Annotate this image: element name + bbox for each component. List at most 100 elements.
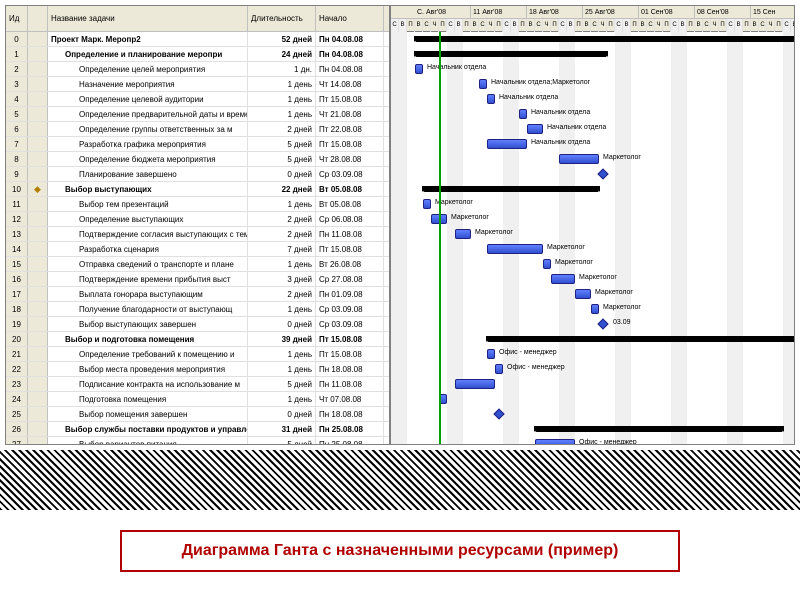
cell-start[interactable]: Пт 15.08.08 [316,137,384,151]
table-row[interactable]: 3Назначение мероприятия1 деньЧт 14.08.08 [6,77,389,92]
task-bar[interactable] [455,379,495,389]
cell-name[interactable]: Отправка сведений о транспорте и плане [48,257,248,271]
cell-name[interactable]: Определение целей мероприятия [48,62,248,76]
cell-start[interactable]: Пн 04.08.08 [316,62,384,76]
cell-dur[interactable]: 1 день [248,392,316,406]
cell-dur[interactable]: 5 дней [248,152,316,166]
cell-dur[interactable]: 5 дней [248,137,316,151]
table-row[interactable]: 22Выбор места проведения мероприятия1 де… [6,362,389,377]
task-bar[interactable] [559,154,599,164]
task-bar[interactable] [535,439,575,444]
cell-dur[interactable]: 1 день [248,257,316,271]
cell-start[interactable]: Чт 14.08.08 [316,77,384,91]
cell-info[interactable] [28,377,48,391]
cell-info[interactable] [28,392,48,406]
cell-id[interactable]: 5 [6,107,28,121]
cell-id[interactable]: 4 [6,92,28,106]
cell-name[interactable]: Определение бюджета мероприятия [48,152,248,166]
task-bar[interactable] [487,139,527,149]
cell-id[interactable]: 13 [6,227,28,241]
cell-id[interactable]: 9 [6,167,28,181]
cell-start[interactable]: Ср 27.08.08 [316,272,384,286]
cell-start[interactable]: Пн 04.08.08 [316,47,384,61]
cell-name[interactable]: Определение целевой аудитории [48,92,248,106]
cell-dur[interactable]: 1 день [248,77,316,91]
table-row[interactable]: 6Определение группы ответственных за м2 … [6,122,389,137]
cell-id[interactable]: 7 [6,137,28,151]
cell-start[interactable]: Ср 03.09.08 [316,317,384,331]
task-bar[interactable] [551,274,575,284]
table-row[interactable]: 15Отправка сведений о транспорте и плане… [6,257,389,272]
cell-start[interactable]: Вт 26.08.08 [316,257,384,271]
cell-start[interactable]: Пт 15.08.08 [316,332,384,346]
table-row[interactable]: 25Выбор помещения завершен0 днейПн 18.08… [6,407,389,422]
cell-start[interactable]: Ср 06.08.08 [316,212,384,226]
table-row[interactable]: 2Определение целей мероприятия1 дн.Пн 04… [6,62,389,77]
task-bar[interactable] [487,94,495,104]
table-row[interactable]: 9Планирование завершено0 днейСр 03.09.08 [6,167,389,182]
cell-dur[interactable]: 1 день [248,197,316,211]
cell-dur[interactable]: 52 дней [248,32,316,46]
cell-info[interactable] [28,137,48,151]
cell-name[interactable]: Подготовка помещения [48,392,248,406]
cell-start[interactable]: Ср 03.09.08 [316,302,384,316]
cell-info[interactable] [28,47,48,61]
cell-dur[interactable]: 0 дней [248,317,316,331]
cell-start[interactable]: Пн 18.08.08 [316,407,384,421]
cell-info[interactable] [28,302,48,316]
cell-info[interactable] [28,347,48,361]
task-bar[interactable] [479,79,487,89]
cell-start[interactable]: Пт 15.08.08 [316,347,384,361]
table-row[interactable]: 12Определение выступающих2 днейСр 06.08.… [6,212,389,227]
cell-id[interactable]: 26 [6,422,28,436]
cell-info[interactable] [28,422,48,436]
cell-id[interactable]: 2 [6,62,28,76]
cell-info[interactable] [28,77,48,91]
col-id[interactable]: Ид [6,6,28,31]
cell-info[interactable] [28,272,48,286]
gantt-chart[interactable]: С. Авг'0811 Авг'0818 Авг'0825 Авг'0801 С… [391,6,794,444]
cell-start[interactable]: Пт 15.08.08 [316,242,384,256]
table-row[interactable]: 20Выбор и подготовка помещения39 днейПт … [6,332,389,347]
table-row[interactable]: 16Подтверждение времени прибытия выст3 д… [6,272,389,287]
cell-id[interactable]: 19 [6,317,28,331]
table-row[interactable]: 21Определение требований к помещению и1 … [6,347,389,362]
table-row[interactable]: 18Получение благодарности от выступающ1 … [6,302,389,317]
cell-name[interactable]: Выплата гонорара выступающим [48,287,248,301]
cell-id[interactable]: 21 [6,347,28,361]
cell-info[interactable] [28,257,48,271]
task-bar[interactable] [415,64,423,74]
cell-dur[interactable]: 5 дней [248,437,316,444]
cell-dur[interactable]: 1 день [248,92,316,106]
cell-dur[interactable]: 2 дней [248,287,316,301]
cell-name[interactable]: Определение предварительной даты и време… [48,107,248,121]
cell-start[interactable]: Чт 28.08.08 [316,152,384,166]
table-row[interactable]: 17Выплата гонорара выступающим2 днейПн 0… [6,287,389,302]
cell-start[interactable]: Вт 05.08.08 [316,197,384,211]
cell-id[interactable]: 23 [6,377,28,391]
table-row[interactable]: 23 Подписание контракта на использование … [6,377,389,392]
col-info[interactable] [28,6,48,31]
cell-info[interactable] [28,332,48,346]
summary-bar[interactable] [415,36,794,42]
cell-name[interactable]: Подписание контракта на использование м [48,377,248,391]
cell-name[interactable]: Планирование завершено [48,167,248,181]
cell-start[interactable]: Пт 22.08.08 [316,122,384,136]
cell-name[interactable]: Разработка графика мероприятия [48,137,248,151]
milestone-icon[interactable] [493,408,504,419]
cell-name[interactable]: Разработка сценария [48,242,248,256]
cell-id[interactable]: 3 [6,77,28,91]
table-row[interactable]: 14Разработка сценария7 днейПт 15.08.08 [6,242,389,257]
table-row[interactable]: 11Выбор тем презентаций1 деньВт 05.08.08 [6,197,389,212]
cell-dur[interactable]: 31 дней [248,422,316,436]
cell-info[interactable] [28,197,48,211]
cell-name[interactable]: Определение и планирование меропри [48,47,248,61]
cell-start[interactable]: Пн 25.08.08 [316,422,384,436]
cell-start[interactable]: Пн 04.08.08 [316,32,384,46]
table-row[interactable]: 1Определение и планирование меропри24 дн… [6,47,389,62]
col-dur[interactable]: Длительность [248,6,316,31]
col-name[interactable]: Название задачи [48,6,248,31]
cell-dur[interactable]: 39 дней [248,332,316,346]
table-row[interactable]: 19Выбор выступающих завершен0 днейСр 03.… [6,317,389,332]
table-row[interactable]: 5 Определение предварительной даты и врем… [6,107,389,122]
